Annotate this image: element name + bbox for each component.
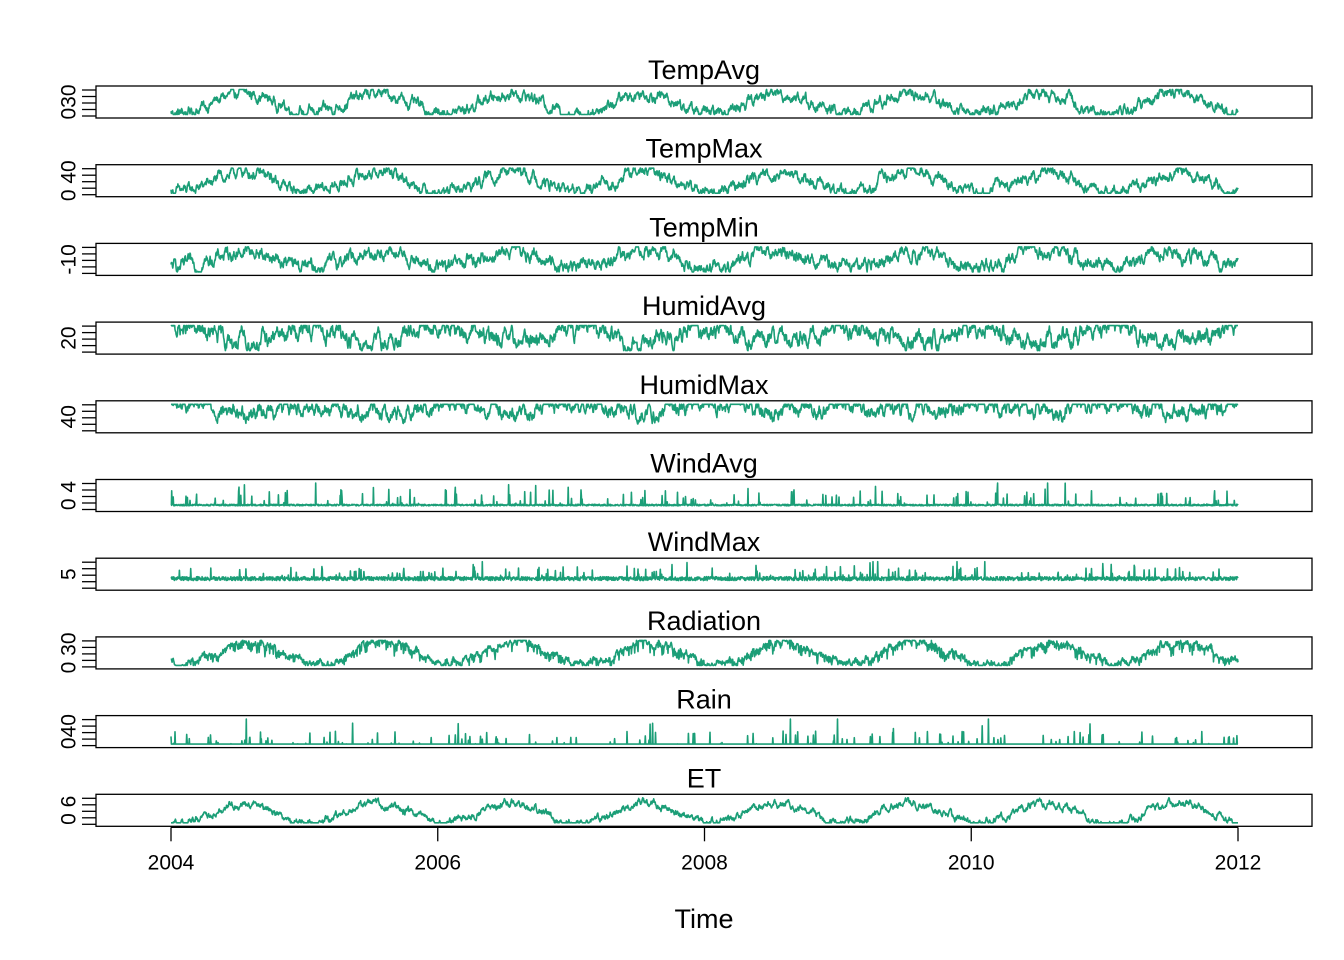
y-tick-label: 0 40 [58, 160, 81, 201]
panel-windavg: WindAvg 0 4 [58, 449, 1313, 513]
x-tick-label: 2006 [414, 851, 461, 874]
series-line-windmax [170, 560, 1239, 582]
series-line-humidmax [170, 403, 1239, 425]
x-tick-label: 2012 [1215, 851, 1262, 874]
panel-et: ET 0 6 [58, 763, 1313, 827]
series-line-windavg [170, 482, 1239, 507]
panel-frame [95, 321, 1313, 355]
panel-title: Rain [676, 685, 732, 715]
panel-title: TempMax [645, 134, 763, 164]
panel-frame [95, 242, 1313, 277]
y-tick-label: 5 [58, 568, 81, 580]
panel-tempavg: TempAvg 030 [58, 55, 1313, 120]
panel-frame [95, 478, 1313, 513]
panel-title: HumidAvg [642, 291, 766, 321]
y-tick-label: 20 [58, 326, 81, 349]
panel-title: TempAvg [648, 55, 760, 85]
panel-humidavg: HumidAvg 20 [58, 291, 1313, 355]
y-axis-ticks [82, 168, 96, 196]
panel-frame [95, 557, 1313, 591]
y-axis-ticks [82, 482, 96, 511]
panel-title: TempMin [649, 212, 759, 242]
panel-title: ET [687, 763, 722, 793]
panel-windmax: WindMax 5 [58, 527, 1313, 591]
panel-frame [95, 85, 1313, 119]
x-axis: 2004 2006 2008 2010 2012 [148, 826, 1262, 874]
y-tick-label: -10 [58, 244, 81, 274]
y-axis-ticks [82, 561, 96, 589]
y-axis-ticks [82, 718, 96, 747]
panel-frame [95, 793, 1313, 827]
series-line-rain [170, 718, 1239, 745]
panel-tempmin: TempMin -10 [58, 212, 1313, 277]
series-line-tempavg [170, 88, 1239, 116]
panel-title: Radiation [647, 606, 761, 636]
y-axis-ticks [82, 404, 96, 432]
y-axis-ticks [82, 640, 96, 668]
panel-title: WindMax [648, 527, 761, 557]
panel-title: WindAvg [650, 449, 758, 479]
panel-rain: Rain 040 [58, 685, 1313, 749]
chart-panels: TempAvg 030 TempMax 0 40 TempMin -10 HumidAvg 2… [58, 55, 1313, 827]
series-line-et [170, 797, 1239, 824]
panel-tempmax: TempMax 0 40 [58, 134, 1313, 201]
panel-title: HumidMax [639, 370, 769, 400]
y-tick-label: 0 30 [58, 632, 81, 673]
series-line-tempmin [170, 246, 1239, 273]
x-tick-label: 2010 [948, 851, 995, 874]
series-line-humidavg [170, 324, 1239, 352]
y-axis-ticks [82, 797, 96, 825]
y-tick-label: 0 6 [58, 796, 81, 825]
y-tick-label: 030 [58, 84, 81, 119]
y-axis-ticks [82, 325, 96, 353]
panel-frame [95, 164, 1313, 198]
panel-frame [95, 714, 1313, 749]
panel-frame [95, 636, 1313, 670]
x-tick-label: 2004 [148, 851, 195, 874]
panel-frame [95, 400, 1313, 434]
y-axis-ticks [82, 246, 96, 275]
panel-humidmax: HumidMax 40 [58, 370, 1313, 434]
x-tick-label: 2008 [681, 851, 728, 874]
x-axis-title: Time [675, 904, 734, 934]
series-line-radiation [170, 639, 1239, 667]
panel-radiation: Radiation 0 30 [58, 606, 1313, 673]
y-tick-label: 40 [58, 405, 81, 428]
y-axis-ticks [82, 89, 96, 117]
y-tick-label: 040 [58, 714, 81, 749]
series-line-tempmax [170, 167, 1239, 194]
y-tick-label: 0 4 [58, 481, 81, 511]
